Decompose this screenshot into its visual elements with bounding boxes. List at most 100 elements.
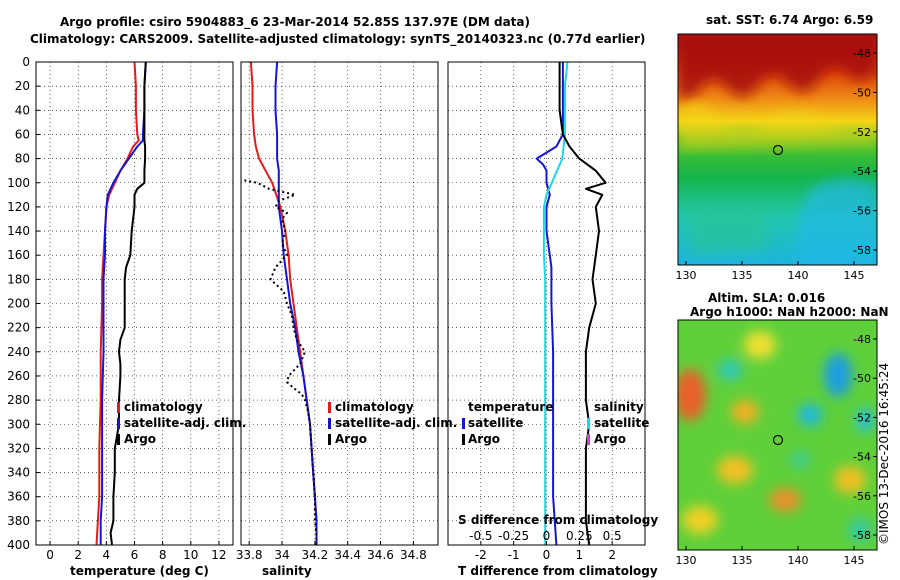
top-tick-label: 0 (543, 529, 551, 543)
series-line-satellite-adj-clim- (274, 61, 318, 545)
series-line-climatology (249, 61, 318, 545)
map-y-tick-label: -48 (853, 333, 871, 346)
map-x-tick-label: 130 (676, 269, 697, 282)
legend-climatology-swatch (117, 402, 120, 413)
x-tick-label: 34.6 (367, 548, 394, 562)
y-tick-label: 140 (7, 224, 30, 238)
salinity-xlabel: salinity (262, 564, 312, 578)
legend-temperature: temperature (468, 400, 553, 414)
sst-map-frame (677, 33, 878, 266)
legend-sal-satellite-swatch (587, 418, 590, 429)
salinity-panel: 33.8 34 34.2 34.4 34.6 34.8 (236, 61, 439, 562)
legend-argo-swatch (462, 434, 465, 445)
legend-temp-satellite: satellite (468, 416, 523, 430)
map-y-tick-label: -48 (853, 47, 871, 60)
sst-map-title: sat. SST: 6.74 Argo: 6.59 (706, 13, 873, 27)
argo-location-marker (772, 144, 784, 156)
legend-sal-argo: Argo (594, 432, 626, 446)
sla-map (678, 320, 877, 550)
difference-legend: temperature satellite Argo salinity sate… (462, 400, 649, 446)
x-tick-label: 8 (159, 548, 167, 562)
header-line-1: Argo profile: csiro 5904883_6 23-Mar-201… (60, 15, 530, 30)
temperature-legend: climatology satellite-adj. clim. Argo (117, 400, 246, 446)
x-tick-label: 1 (576, 548, 584, 562)
y-tick-label: 100 (7, 176, 30, 190)
legend-climatology: climatology (124, 400, 203, 414)
sst-map-ticks: -48 -50 -52 -54 -56 -58 130 135 140 145 (676, 47, 877, 282)
y-tick-label: 280 (7, 393, 30, 407)
x-tick-label: 12 (211, 548, 226, 562)
y-tick-label: 220 (7, 321, 30, 335)
imos-stamp: ©IMOS 13-Dec-2016 16:45:24 (877, 363, 891, 545)
legend-argo-swatch (328, 434, 331, 445)
legend-satellite-adj: satellite-adj. clim. (335, 416, 457, 430)
x-tick-label: 2 (608, 548, 616, 562)
legend-climatology-swatch (328, 402, 331, 413)
x-tick-label: 33.8 (236, 548, 263, 562)
argo-location-marker (772, 434, 784, 446)
x-tick-label: 34 (274, 548, 289, 562)
legend-climatology: climatology (335, 400, 414, 414)
y-tick-label: 180 (7, 272, 30, 286)
x-tick-label: 10 (183, 548, 198, 562)
map-x-tick-label: 145 (844, 554, 865, 567)
map-y-tick-label: -52 (853, 126, 871, 139)
series-line-argo (558, 62, 607, 546)
map-y-tick-label: -50 (853, 86, 871, 99)
y-tick-label: 360 (7, 490, 30, 504)
series-line-satellite-adj-clim- (99, 61, 147, 545)
x-tick-label: -2 (475, 548, 487, 562)
legend-satellite-swatch (117, 418, 120, 429)
map-y-tick-label: -54 (853, 165, 871, 178)
x-tick-label: 34.8 (400, 548, 427, 562)
top-tick-label: 0.5 (603, 529, 622, 543)
y-tick-label: 380 (7, 514, 30, 528)
map-x-tick-label: 140 (788, 269, 809, 282)
y-tick-label: 300 (7, 417, 30, 431)
map-y-tick-label: -56 (853, 205, 871, 218)
x-tick-label: 2 (74, 548, 82, 562)
y-tick-label: 160 (7, 248, 30, 262)
sla-map-title-1: Altim. SLA: 0.016 (708, 291, 825, 305)
y-tick-label: 40 (15, 103, 30, 117)
map-y-tick-label: -58 (853, 244, 871, 257)
plot-frame (240, 61, 439, 546)
legend-argo: Argo (335, 432, 367, 446)
x-tick-label: 34.2 (302, 548, 329, 562)
temperature-panel: 0 2 4 6 8 10 120204060801001201401601802002202… (7, 55, 234, 562)
difference-top-xlabel: S difference from climatology (458, 513, 658, 527)
legend-satellite-adj: satellite-adj. clim. (124, 416, 246, 430)
sla-map-ticks: -48 -50 -52 -54 -56 -58 130 135 140 145 (676, 333, 877, 567)
sla-map-frame (677, 319, 878, 551)
y-tick-label: 20 (15, 79, 30, 93)
y-tick-label: 0 (22, 55, 30, 69)
map-x-tick-label: 140 (788, 554, 809, 567)
map-y-tick-label: -56 (853, 490, 871, 503)
map-y-tick-label: -52 (853, 411, 871, 424)
legend-argo-swatch (117, 434, 120, 445)
y-tick-label: 200 (7, 297, 30, 311)
map-x-tick-label: 135 (732, 269, 753, 282)
legend-satellite-swatch (328, 418, 331, 429)
header-line-2: Climatology: CARS2009. Satellite-adjuste… (30, 32, 645, 47)
difference-xlabel: T difference from climatology (458, 564, 658, 578)
map-x-tick-label: 135 (732, 554, 753, 567)
y-tick-label: 340 (7, 466, 30, 480)
x-tick-label: 34.4 (334, 548, 361, 562)
y-tick-label: 120 (7, 200, 30, 214)
x-tick-label: -1 (508, 548, 520, 562)
top-tick-label: -0.25 (498, 529, 529, 543)
legend-temp-satellite-swatch (462, 418, 465, 429)
legend-salinity: salinity (594, 400, 644, 414)
legend-sal-argo-swatch (587, 434, 590, 445)
x-tick-label: 4 (103, 548, 111, 562)
legend-argo: Argo (468, 432, 500, 446)
map-y-tick-label: -50 (853, 372, 871, 385)
legend-sal-satellite: satellite (594, 416, 649, 430)
y-tick-label: 80 (15, 152, 30, 166)
y-tick-label: 260 (7, 369, 30, 383)
x-tick-label: 6 (131, 548, 139, 562)
y-tick-label: 60 (15, 127, 30, 141)
y-tick-label: 400 (7, 538, 30, 552)
